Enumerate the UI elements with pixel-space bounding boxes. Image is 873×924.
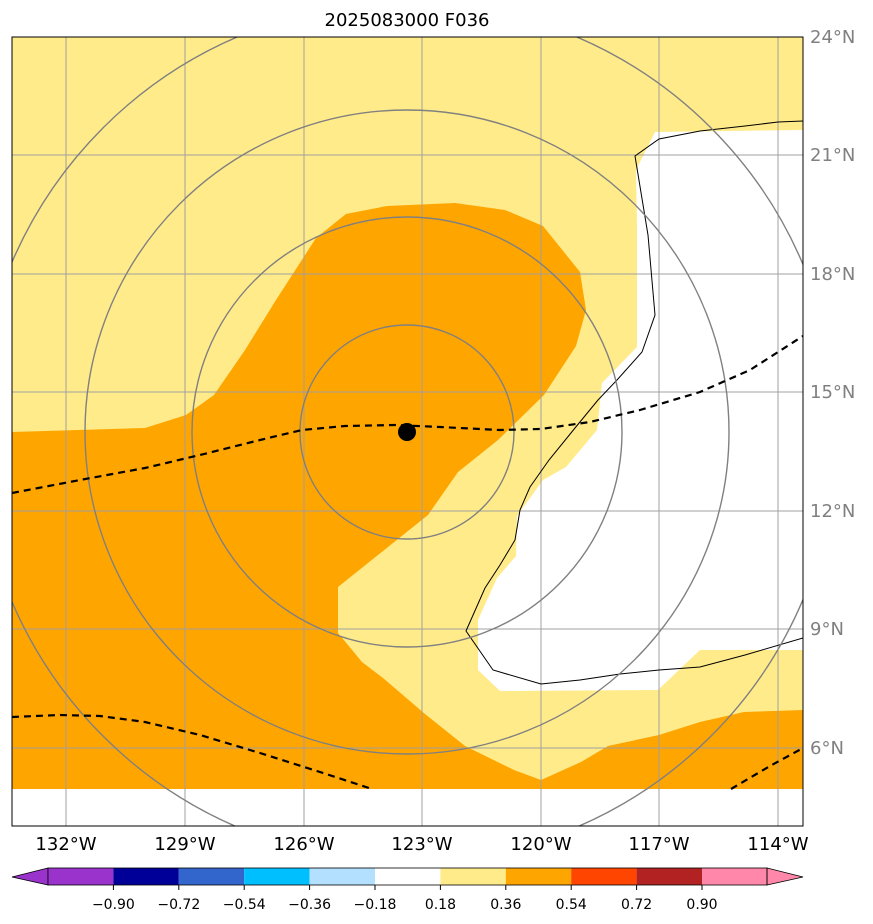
colorbar-tick-label: −0.18 (354, 897, 397, 913)
lat-tick-12: 12°N (810, 501, 855, 522)
colorbar-tick-label: −0.36 (288, 897, 331, 913)
lat-tick-18: 18°N (810, 264, 855, 285)
colorbar-tick-label: −0.72 (157, 897, 200, 913)
dashed-contour-lower (12, 713, 373, 791)
lat-tick-15: 15°N (810, 382, 855, 403)
colorbar-bin-5 (309, 868, 375, 885)
colorbar: −0.90 −0.72 −0.54 −0.36 −0.18 0.18 0.36 … (11, 867, 804, 913)
colorbar-bin-9 (571, 868, 637, 885)
colorbar-bin-4 (244, 868, 310, 885)
no-data-band (12, 789, 803, 826)
colorbar-tick-label: 0.18 (425, 897, 456, 913)
map-title: 2025083000 F036 (325, 10, 490, 31)
colorbar-tick-label: −0.54 (223, 897, 266, 913)
storm-center-marker (398, 423, 416, 441)
lon-tick-117: 117°W (628, 834, 689, 855)
lon-tick-labels: 132°W 129°W 126°W 123°W 120°W 117°W 114°… (35, 834, 808, 855)
lat-tick-6: 6°N (810, 738, 844, 759)
lon-tick-120: 120°W (510, 834, 571, 855)
lon-tick-123: 123°W (391, 834, 452, 855)
colorbar-tick-label: 0.54 (556, 897, 587, 913)
coastline (465, 120, 803, 685)
colorbar-bin-7 (440, 868, 506, 885)
colorbar-tick-label: 0.36 (490, 897, 521, 913)
lat-tick-21: 21°N (810, 145, 855, 166)
colorbar-bin-1 (48, 868, 114, 885)
dashed-contour-middle (12, 335, 803, 495)
colorbar-bin-3 (178, 868, 245, 885)
colorbar-extend-low (11, 867, 49, 886)
colorbar-bin-10 (636, 868, 702, 885)
map-plot-area (12, 37, 803, 826)
lat-tick-labels: 24°N 21°N 18°N 15°N 12°N 9°N 6°N (810, 27, 855, 759)
range-rings (12, 37, 803, 826)
colorbar-bin-8 (505, 868, 572, 885)
colorbar-ticks (112, 885, 703, 890)
lat-tick-24: 24°N (810, 27, 855, 48)
dark-fill-region (12, 203, 803, 789)
dashed-contours (12, 335, 803, 791)
colorbar-outline (47, 867, 768, 886)
colorbar-extend-high (766, 867, 804, 886)
lon-tick-126: 126°W (273, 834, 334, 855)
lat-tick-9: 9°N (810, 619, 844, 640)
map-gridlines (12, 37, 803, 826)
colorbar-tick-label: 0.90 (686, 897, 717, 913)
colorbar-tick-label: 0.72 (621, 897, 652, 913)
colorbar-bin-6 (375, 868, 441, 885)
lon-tick-129: 129°W (154, 834, 215, 855)
plot-frame (11, 36, 804, 827)
colorbar-bin-2 (113, 868, 179, 885)
colorbar-tick-label: −0.90 (92, 897, 135, 913)
lon-tick-132: 132°W (35, 834, 96, 855)
dashed-contour-right (730, 747, 803, 790)
colorbar-bin-11 (702, 868, 767, 885)
lon-tick-114: 114°W (747, 834, 808, 855)
